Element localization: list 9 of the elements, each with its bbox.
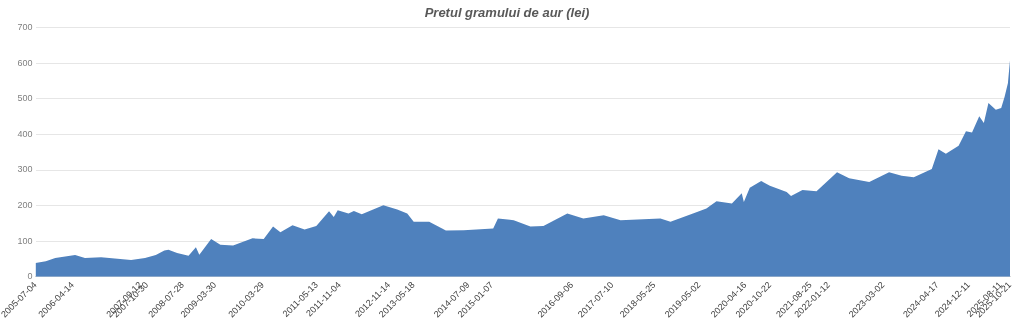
chart-title: Pretul gramului de aur (lei): [424, 5, 590, 21]
y-tick-label: 500: [17, 93, 33, 104]
y-tick-label: 100: [17, 235, 33, 246]
y-tick-label: 300: [17, 164, 33, 175]
y-tick-label: 200: [17, 200, 33, 211]
y-tick-label: 600: [17, 57, 33, 68]
y-tick-label: 0: [27, 271, 33, 282]
y-tick-label: 400: [17, 128, 33, 139]
y-tick-label: 700: [17, 22, 33, 33]
